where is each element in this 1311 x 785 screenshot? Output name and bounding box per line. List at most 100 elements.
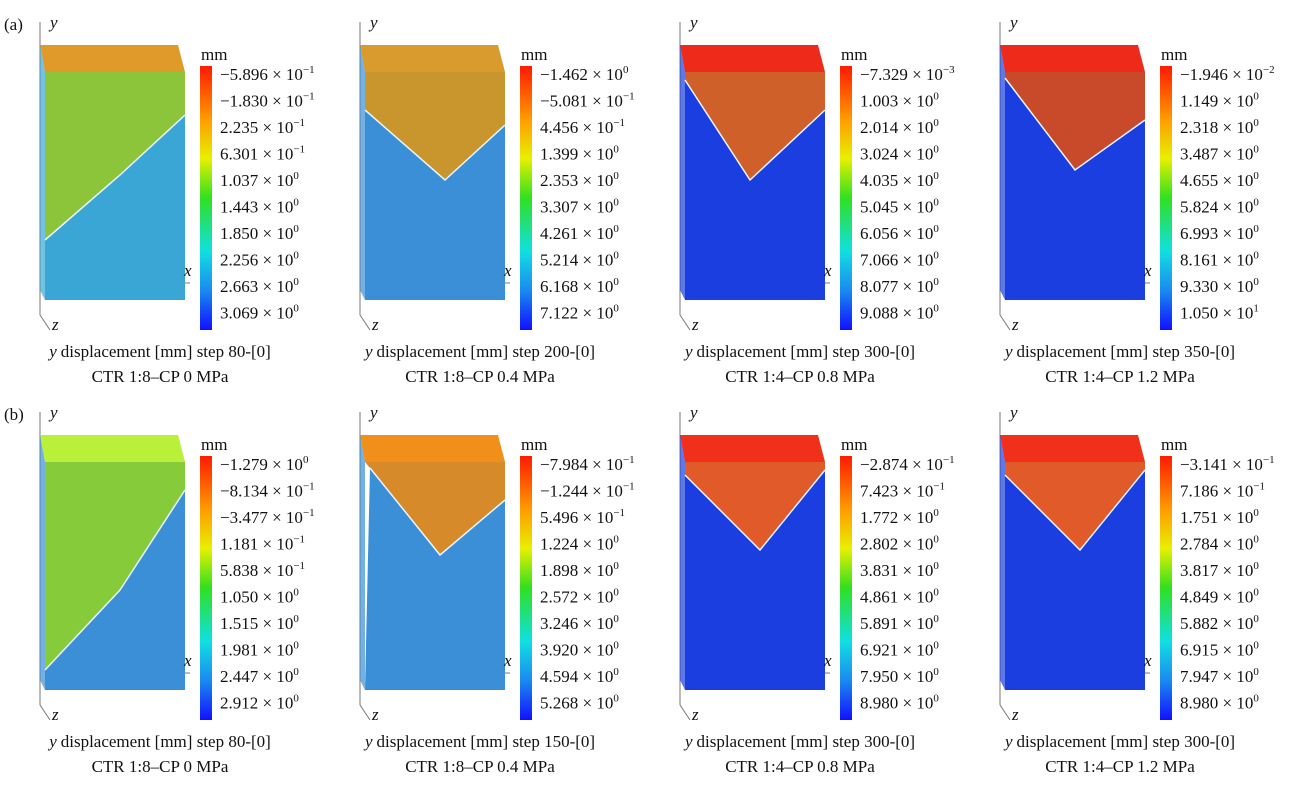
colorbar-label-exp: 0 [613, 250, 619, 262]
colorbar-label: 5.214 × 100 [540, 250, 619, 270]
lower-region [45, 115, 185, 300]
colorbar-label-exp: 0 [303, 454, 309, 466]
colorbar-label-base: 5.891 × 10 [860, 614, 933, 633]
colorbar-label-exp: 0 [1253, 250, 1259, 262]
colorbar-label: 4.849 × 100 [1180, 587, 1259, 607]
colorbar-label: 1.443 × 100 [220, 197, 299, 217]
colorbar-label: −2.874 × 10−1 [860, 454, 955, 474]
colorbar-label-base: 1.181 × 10 [220, 535, 293, 554]
colorbar-label: 1.003 × 100 [860, 91, 939, 111]
colorbar-label: 5.882 × 100 [1180, 613, 1259, 633]
colorbar-label-exp: −1 [613, 117, 625, 129]
colorbar-label: 5.045 × 100 [860, 197, 939, 217]
unit-label: mm [1161, 435, 1187, 454]
colorbar-label: 4.261 × 100 [540, 223, 619, 243]
colorbar-label: 7.947 × 100 [1180, 666, 1259, 686]
caption: y displacement [mm] step 300-[0] [683, 732, 915, 751]
colorbar-label: 1.050 × 100 [220, 587, 299, 607]
colorbar-label-base: 2.784 × 10 [1180, 535, 1253, 554]
colorbar-label-exp: 0 [613, 170, 619, 182]
block-top [40, 45, 185, 72]
colorbar-label: 3.817 × 100 [1180, 560, 1259, 580]
colorbar-label-exp: 0 [1253, 91, 1259, 103]
colorbar-label-exp: −1 [303, 481, 315, 493]
colorbar-label: 4.035 × 100 [860, 170, 939, 190]
lower-region [365, 468, 505, 690]
colorbar-label-base: 5.838 × 10 [220, 561, 293, 580]
colorbar-label-exp: −1 [303, 64, 315, 76]
axis-label: y [688, 13, 698, 32]
colorbar-label: 1.149 × 100 [1180, 91, 1259, 111]
colorbar-label-exp: −1 [293, 144, 305, 156]
axis-label: y [368, 13, 378, 32]
colorbar [1160, 456, 1172, 720]
colorbar-label: 5.268 × 100 [540, 693, 619, 713]
axis-line [999, 314, 1011, 331]
colorbar-label: 5.824 × 100 [1180, 197, 1259, 217]
colorbar-label-base: 9.330 × 10 [1180, 277, 1253, 296]
colorbar-label-base: 1.850 × 10 [220, 224, 293, 243]
colorbar-label-exp: −1 [1253, 481, 1265, 493]
colorbar-label-base: 1.751 × 10 [1180, 508, 1253, 527]
colorbar-label-base: 1.149 × 10 [1180, 92, 1253, 111]
colorbar-label-base: 3.024 × 10 [860, 145, 933, 164]
condition: CTR 1:4–CP 1.2 MPa [1045, 367, 1195, 386]
lower-region [45, 490, 185, 690]
colorbar-label: 7.186 × 10−1 [1180, 481, 1265, 501]
axis-line [39, 314, 51, 331]
colorbar-label-exp: 0 [293, 640, 299, 652]
colorbar-label-exp: 0 [293, 197, 299, 209]
colorbar-label-exp: 0 [1253, 223, 1259, 235]
colorbar-label-exp: 0 [293, 223, 299, 235]
colorbar-label-exp: 0 [1253, 276, 1259, 288]
colorbar-label-exp: 0 [293, 170, 299, 182]
colorbar-label-base: −5.081 × 10 [540, 92, 623, 111]
colorbar-label: 9.088 × 100 [860, 303, 939, 323]
colorbar-label-base: −3.141 × 10 [1180, 455, 1263, 474]
colorbar-label-exp: 0 [933, 117, 939, 129]
colorbar-label: 1.050 × 101 [1180, 303, 1259, 323]
unit-label: mm [1161, 45, 1187, 64]
axis-line [679, 314, 691, 331]
unit-label: mm [521, 45, 547, 64]
colorbar-label: 4.594 × 100 [540, 666, 619, 686]
caption-var: y [363, 342, 373, 361]
colorbar-label: 2.318 × 100 [1180, 117, 1259, 137]
axis-label: x [823, 651, 832, 670]
colorbar-label-base: 3.920 × 10 [540, 641, 613, 660]
colorbar-label: 7.423 × 10−1 [860, 481, 945, 501]
colorbar-label: 2.447 × 100 [220, 666, 299, 686]
colorbar-label-base: −1.279 × 10 [220, 455, 303, 474]
colorbar-label-exp: −1 [303, 91, 315, 103]
block-side [40, 45, 45, 300]
colorbar-label-base: −5.896 × 10 [220, 65, 303, 84]
colorbar-label: 6.301 × 10−1 [220, 144, 305, 164]
colorbar-label: 4.861 × 100 [860, 587, 939, 607]
colorbar-label: 5.891 × 100 [860, 613, 939, 633]
axis-label: y [688, 403, 698, 422]
colorbar-label: 2.014 × 100 [860, 117, 939, 137]
colorbar-label: 1.772 × 100 [860, 507, 939, 527]
colorbar-label: 6.056 × 100 [860, 223, 939, 243]
caption-text: displacement [mm] step 350-[0] [1016, 342, 1235, 361]
colorbar-label-base: 1.772 × 10 [860, 508, 933, 527]
crack-edge [1004, 77, 1146, 172]
colorbar-label: 5.838 × 10−1 [220, 560, 305, 580]
colorbar-label-exp: 0 [933, 250, 939, 262]
unit-label: mm [201, 435, 227, 454]
colorbar-label-base: 3.817 × 10 [1180, 561, 1253, 580]
axis-label: z [1011, 705, 1019, 724]
colorbar-label: 1.850 × 100 [220, 223, 299, 243]
colorbar-label-exp: −1 [293, 560, 305, 572]
caption-var: y [363, 732, 373, 751]
axis-label: y [48, 403, 58, 422]
colorbar-label-base: 6.168 × 10 [540, 277, 613, 296]
condition: CTR 1:4–CP 0.8 MPa [725, 367, 875, 386]
block-top [1000, 435, 1145, 462]
block-top [40, 435, 185, 462]
colorbar-label: −1.946 × 10−2 [1180, 64, 1275, 84]
crack-edge [369, 467, 506, 557]
colorbar-label-exp: 0 [933, 534, 939, 546]
axis-label: z [371, 315, 379, 334]
